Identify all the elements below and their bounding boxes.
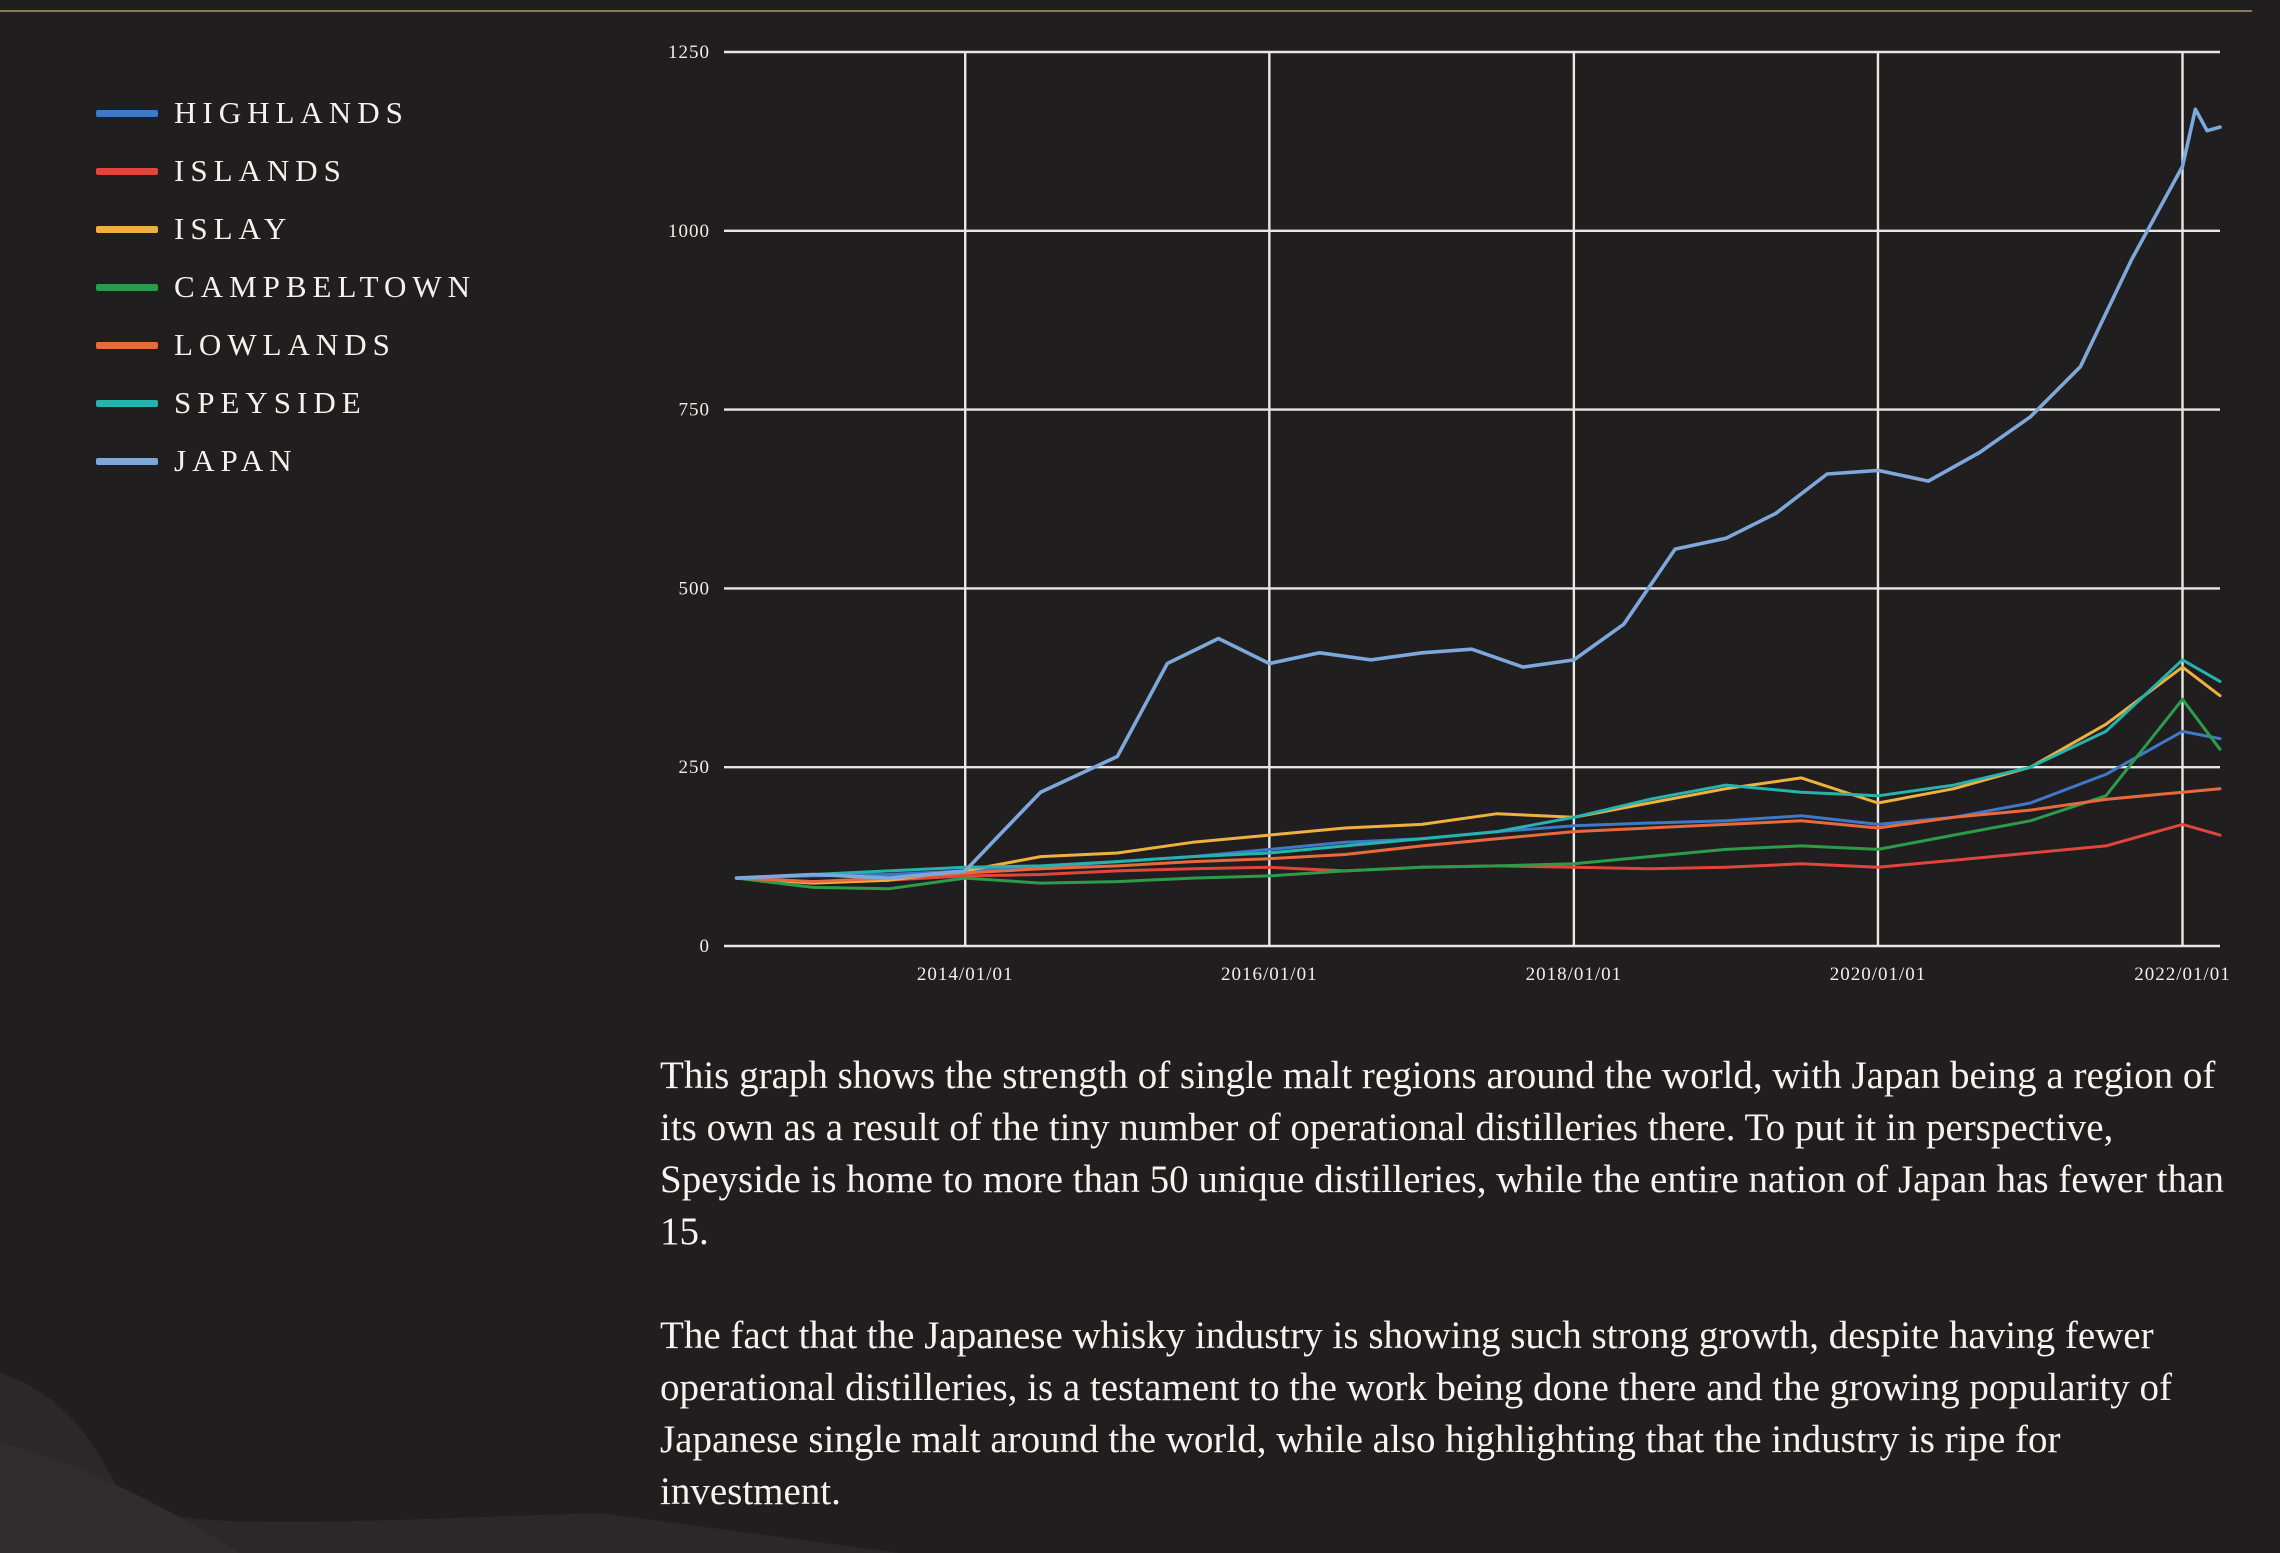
chart-legend: HIGHLANDS ISLANDS ISLAY CAMPBELTOWN LOWL… — [96, 84, 616, 490]
legend-swatch-islands — [96, 167, 158, 175]
legend-swatch-speyside — [96, 399, 158, 407]
series-line-campbeltown — [735, 697, 2222, 891]
legend-label: JAPAN — [174, 443, 298, 478]
y-tick-label: 1000 — [668, 221, 710, 242]
top-rule — [0, 10, 2252, 12]
legend-swatch-islay — [96, 225, 158, 233]
caption-paragraph-1: This graph shows the strength of single … — [660, 1054, 2224, 1253]
legend-item-campbeltown: CAMPBELTOWN — [96, 258, 616, 316]
series-line-japan — [734, 107, 2222, 880]
x-tick-label: 2018/01/01 — [1526, 964, 1623, 985]
legend-swatch-japan — [96, 457, 158, 465]
legend-item-islay: ISLAY — [96, 200, 616, 258]
x-tick-label: 2022/01/01 — [2134, 964, 2231, 985]
line-chart: 0 250 500 750 1000 1250 2014/01/01 2016/01/01 20… — [620, 20, 2240, 1000]
legend-item-speyside: SPEYSIDE — [96, 374, 616, 432]
legend-item-japan: JAPAN — [96, 432, 616, 490]
x-tick-label: 2014/01/01 — [917, 964, 1014, 985]
y-tick-label: 1250 — [668, 42, 710, 63]
legend-label: ISLAY — [174, 211, 293, 246]
legend-item-highlands: HIGHLANDS — [96, 84, 616, 142]
legend-label: HIGHLANDS — [174, 95, 409, 130]
legend-label: CAMPBELTOWN — [174, 269, 476, 304]
y-tick-label: 750 — [679, 400, 711, 421]
series-line-lowlands — [735, 787, 2222, 884]
y-tick-label: 500 — [679, 578, 711, 599]
legend-swatch-lowlands — [96, 341, 158, 349]
legend-swatch-campbeltown — [96, 283, 158, 291]
legend-label: SPEYSIDE — [174, 385, 367, 420]
y-tick-label: 0 — [700, 936, 711, 957]
x-tick-label: 2020/01/01 — [1830, 964, 1927, 985]
series-line-speyside — [735, 658, 2222, 880]
legend-item-islands: ISLANDS — [96, 142, 616, 200]
y-tick-label: 250 — [679, 757, 711, 778]
caption-paragraph-2: The fact that the Japanese whisky indust… — [660, 1314, 2172, 1513]
caption: This graph shows the strength of single … — [660, 1050, 2240, 1553]
legend-swatch-highlands — [96, 109, 158, 117]
background-swoosh — [0, 1373, 900, 1553]
x-tick-label: 2016/01/01 — [1221, 964, 1318, 985]
legend-item-lowlands: LOWLANDS — [96, 316, 616, 374]
chart-svg: 0 250 500 750 1000 1250 2014/01/01 2016/01/01 20… — [668, 42, 2231, 985]
legend-label: LOWLANDS — [174, 327, 396, 362]
legend-label: ISLANDS — [174, 153, 347, 188]
